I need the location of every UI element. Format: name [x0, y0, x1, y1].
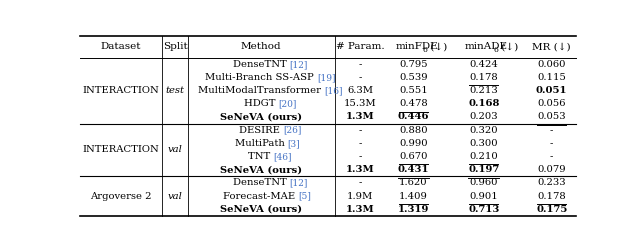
Text: [46]: [46] — [274, 152, 292, 161]
Text: 0.795: 0.795 — [399, 60, 428, 69]
Text: Multi-Branch SS-ASP: Multi-Branch SS-ASP — [205, 73, 317, 82]
Text: 0.210: 0.210 — [469, 152, 498, 161]
Text: Split: Split — [163, 42, 188, 51]
Text: 1.3M: 1.3M — [346, 165, 374, 174]
Text: -: - — [550, 126, 554, 135]
Text: MultiPath: MultiPath — [234, 139, 287, 148]
Text: SeNeVA (ours): SeNeVA (ours) — [220, 113, 302, 122]
Text: [20]: [20] — [278, 99, 297, 108]
Text: 0.203: 0.203 — [469, 113, 498, 122]
Text: 1.319: 1.319 — [397, 205, 429, 214]
Text: 0.960: 0.960 — [470, 178, 498, 187]
Text: 0.213: 0.213 — [469, 86, 498, 95]
Text: 1.620: 1.620 — [399, 178, 428, 187]
Text: DenseTNT: DenseTNT — [232, 178, 289, 187]
Text: 1.3M: 1.3M — [346, 205, 374, 214]
Text: INTERACTION: INTERACTION — [83, 86, 159, 95]
Text: 0.713: 0.713 — [468, 205, 499, 214]
Text: MultiModalTransformer: MultiModalTransformer — [198, 86, 324, 95]
Text: (↓): (↓) — [428, 42, 447, 51]
Text: val: val — [168, 191, 182, 201]
Text: DenseTNT: DenseTNT — [232, 60, 289, 69]
Text: 0.901: 0.901 — [469, 191, 498, 201]
Text: 15.3M: 15.3M — [344, 99, 376, 108]
Text: 0.060: 0.060 — [538, 60, 566, 69]
Text: (↓): (↓) — [498, 42, 518, 51]
Text: 0.178: 0.178 — [469, 73, 498, 82]
Text: -: - — [550, 152, 554, 161]
Text: -: - — [358, 178, 362, 187]
Text: 0.175: 0.175 — [536, 205, 568, 214]
Text: [12]: [12] — [289, 178, 308, 187]
Text: 1.409: 1.409 — [399, 191, 428, 201]
Text: 0.478: 0.478 — [399, 99, 428, 108]
Text: Argoverse 2: Argoverse 2 — [90, 191, 152, 201]
Text: 0.320: 0.320 — [469, 126, 498, 135]
Text: 0.056: 0.056 — [538, 99, 566, 108]
Text: 0.990: 0.990 — [399, 139, 428, 148]
Text: 0.446: 0.446 — [397, 113, 429, 122]
Text: -: - — [358, 126, 362, 135]
Text: 0.424: 0.424 — [469, 60, 498, 69]
Text: 6.3M: 6.3M — [348, 86, 373, 95]
Text: [12]: [12] — [289, 60, 308, 69]
Text: SeNeVA (ours): SeNeVA (ours) — [220, 165, 302, 174]
Text: val: val — [168, 145, 182, 154]
Text: 1.9M: 1.9M — [347, 191, 373, 201]
Text: [26]: [26] — [283, 126, 301, 135]
Text: [5]: [5] — [299, 191, 312, 201]
Text: test: test — [166, 86, 185, 95]
Text: Dataset: Dataset — [101, 42, 141, 51]
Text: 0.539: 0.539 — [399, 73, 428, 82]
Text: 0.168: 0.168 — [468, 99, 499, 108]
Text: 6: 6 — [493, 47, 498, 55]
Text: 6: 6 — [422, 47, 427, 55]
Text: minFDE: minFDE — [396, 42, 438, 51]
Text: 0.178: 0.178 — [538, 191, 566, 201]
Text: 0.197: 0.197 — [468, 165, 499, 174]
Text: 0.880: 0.880 — [399, 126, 428, 135]
Text: [16]: [16] — [324, 86, 342, 95]
Text: 0.233: 0.233 — [538, 178, 566, 187]
Text: Forecast-MAE: Forecast-MAE — [223, 191, 299, 201]
Text: INTERACTION: INTERACTION — [83, 145, 159, 154]
Text: 0.079: 0.079 — [538, 165, 566, 174]
Text: MR (↓): MR (↓) — [532, 42, 571, 51]
Text: # Param.: # Param. — [336, 42, 385, 51]
Text: 0.051: 0.051 — [536, 86, 568, 95]
Text: DESIRE: DESIRE — [239, 126, 283, 135]
Text: 0.670: 0.670 — [399, 152, 428, 161]
Text: -: - — [358, 73, 362, 82]
Text: -: - — [358, 152, 362, 161]
Text: [3]: [3] — [287, 139, 300, 148]
Text: 1.3M: 1.3M — [346, 113, 374, 122]
Text: minADE: minADE — [465, 42, 508, 51]
Text: Method: Method — [241, 42, 282, 51]
Text: -: - — [358, 60, 362, 69]
Text: -: - — [358, 139, 362, 148]
Text: 0.551: 0.551 — [399, 86, 428, 95]
Text: SeNeVA (ours): SeNeVA (ours) — [220, 205, 302, 214]
Text: [19]: [19] — [317, 73, 335, 82]
Text: TNT: TNT — [248, 152, 274, 161]
Text: 0.300: 0.300 — [469, 139, 498, 148]
Text: 0.115: 0.115 — [537, 73, 566, 82]
Text: -: - — [550, 139, 554, 148]
Text: HDGT: HDGT — [244, 99, 278, 108]
Text: 0.431: 0.431 — [397, 165, 429, 174]
Text: 0.053: 0.053 — [538, 113, 566, 122]
